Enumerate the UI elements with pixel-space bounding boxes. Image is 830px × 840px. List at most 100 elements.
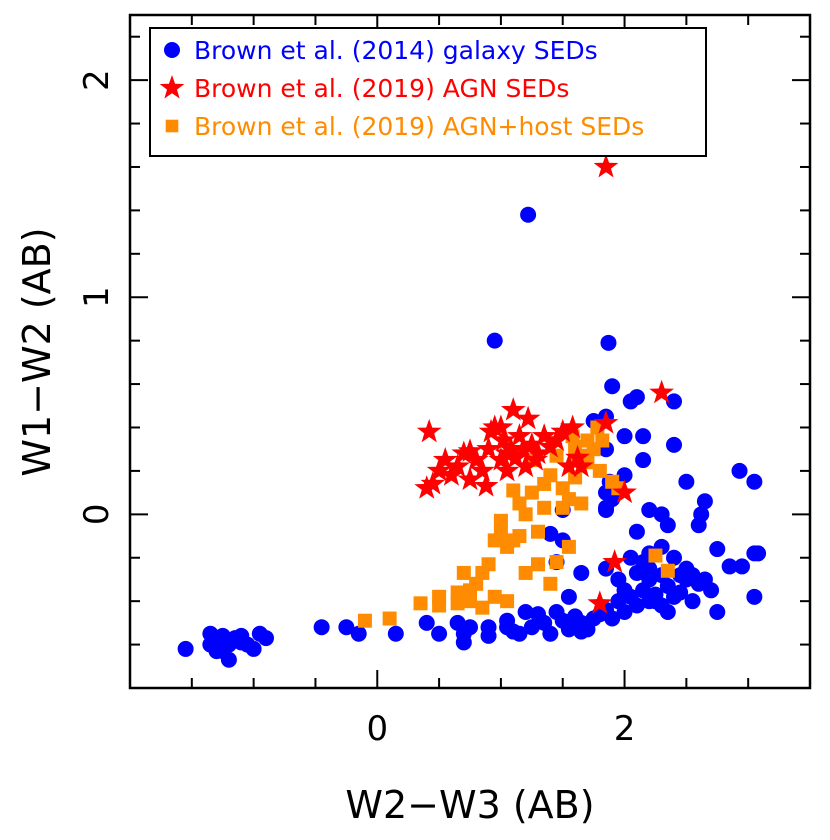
data-point-circle — [746, 588, 763, 605]
data-point-circle — [709, 604, 726, 621]
data-point-circle — [604, 378, 621, 395]
data-point-square — [481, 557, 496, 572]
data-point-circle — [616, 428, 633, 445]
data-point-circle — [635, 452, 652, 469]
data-point-circle — [750, 545, 767, 562]
data-point-circle — [635, 428, 652, 445]
data-point-circle — [387, 625, 404, 642]
data-point-star — [500, 397, 526, 421]
data-point-star — [612, 479, 637, 504]
data-point-square — [524, 485, 539, 500]
data-point-star — [488, 447, 514, 471]
data-point-square — [549, 555, 564, 570]
data-point-square — [450, 596, 465, 611]
data-point-square — [543, 576, 558, 591]
data-point-circle — [258, 630, 274, 647]
legend-marker-square — [165, 119, 179, 133]
data-point-square — [512, 496, 527, 511]
data-point-square — [512, 529, 527, 544]
data-point-circle — [622, 549, 639, 566]
data-point-square — [543, 468, 558, 483]
data-point-star — [457, 438, 483, 462]
data-point-circle — [672, 584, 689, 601]
data-point-square — [475, 600, 490, 615]
data-point-circle — [350, 625, 367, 642]
data-point-circle — [480, 627, 497, 644]
data-point-square — [432, 589, 447, 604]
data-point-circle — [693, 506, 710, 523]
data-point-square — [561, 539, 576, 554]
data-point-square — [648, 548, 663, 563]
data-point-circle — [628, 597, 645, 614]
data-point-square — [595, 433, 610, 448]
data-point-circle — [520, 206, 537, 223]
y-axis-title: W1−W2 (AB) — [15, 227, 59, 476]
data-point-star — [420, 470, 446, 495]
data-point-star — [593, 153, 619, 178]
data-point-star — [414, 475, 440, 499]
data-point-star — [513, 453, 538, 478]
data-point-square — [518, 507, 533, 522]
data-point-circle — [573, 564, 590, 581]
data-point-circle — [220, 651, 237, 668]
data-point-circle — [659, 604, 676, 621]
data-point-star — [649, 379, 674, 404]
data-point-square — [493, 513, 508, 528]
data-point-square — [518, 565, 533, 580]
data-point-star — [560, 414, 585, 438]
data-point-square — [568, 470, 583, 485]
data-point-square — [493, 526, 508, 541]
data-point-circle — [573, 623, 590, 640]
data-point-star — [416, 418, 442, 443]
data-point-circle — [431, 625, 448, 642]
data-point-star — [494, 457, 520, 482]
legend-marker-circle — [164, 42, 180, 58]
data-point-circle — [641, 571, 658, 588]
data-point-circle — [616, 604, 633, 621]
data-point-circle — [455, 634, 472, 651]
data-point-star — [602, 549, 628, 573]
data-point-circle — [666, 436, 682, 453]
data-point-circle — [462, 619, 478, 636]
data-point-star — [445, 453, 470, 478]
data-point-circle — [177, 640, 194, 657]
data-point-star — [507, 423, 532, 447]
data-point-circle — [647, 593, 664, 610]
data-point-star — [503, 444, 529, 469]
y-tick-label: 1 — [77, 286, 117, 308]
data-point-circle — [233, 627, 250, 644]
data-point-circle — [709, 541, 726, 558]
data-point-circle — [245, 640, 262, 657]
data-point-star — [519, 431, 545, 456]
data-point-star — [457, 466, 483, 491]
data-point-star — [568, 453, 594, 478]
x-axis-title: W2−W3 (AB) — [345, 783, 594, 827]
data-point-square — [469, 576, 484, 591]
data-point-square — [506, 483, 521, 498]
data-point-square — [357, 613, 372, 628]
data-point-circle — [731, 462, 748, 479]
data-point-star — [531, 423, 557, 447]
data-point-circle — [418, 614, 435, 631]
data-point-circle — [338, 619, 355, 636]
data-point-circle — [610, 571, 627, 588]
data-point-circle — [666, 393, 682, 410]
x-tick-label: 0 — [366, 709, 388, 749]
data-point-circle — [202, 625, 219, 642]
data-point-square — [382, 611, 397, 626]
data-point-circle — [542, 525, 559, 542]
data-point-star — [556, 453, 582, 478]
data-point-star — [515, 405, 541, 430]
data-point-circle — [721, 558, 738, 575]
y-tick-label: 2 — [77, 69, 117, 91]
data-point-circle — [703, 582, 720, 599]
data-point-square — [592, 463, 607, 478]
plot-area-border — [128, 13, 812, 690]
data-point-square — [450, 585, 465, 600]
legend: Brown et al. (2014) galaxy SEDs Brown et … — [149, 27, 707, 157]
data-point-square — [456, 565, 471, 580]
data-point-square — [561, 492, 576, 507]
data-point-circle — [616, 467, 633, 484]
data-point-circle — [604, 610, 621, 627]
